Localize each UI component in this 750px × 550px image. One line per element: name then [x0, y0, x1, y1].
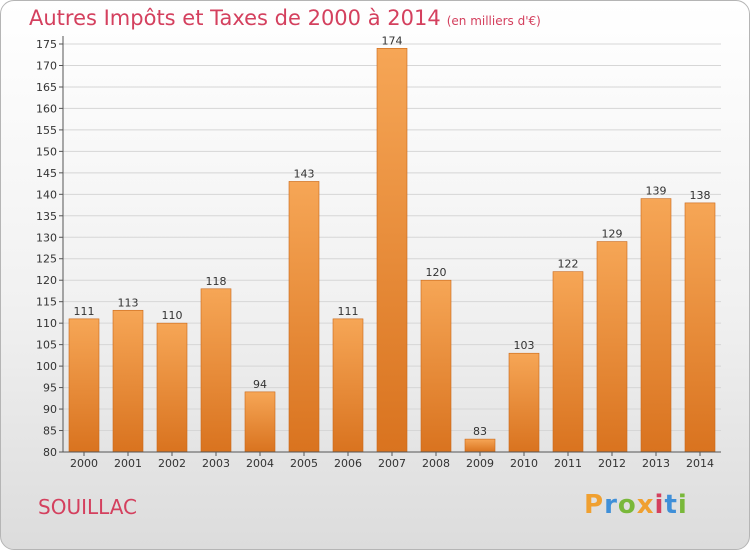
x-tick-label: 2009	[466, 457, 494, 470]
bar-2013	[640, 198, 672, 453]
data-label: 94	[253, 378, 267, 391]
data-label: 122	[558, 258, 579, 271]
data-label: 174	[382, 34, 403, 47]
bar-2010	[508, 352, 540, 453]
logo-letter: x	[636, 490, 655, 520]
x-tick-label: 2012	[598, 457, 626, 470]
y-tick-label: 145	[36, 167, 57, 180]
x-tick-label: 2006	[334, 457, 362, 470]
y-tick-label: 100	[36, 360, 57, 373]
bar-2011	[552, 271, 584, 453]
data-label: 113	[118, 296, 139, 309]
y-tick-label: 135	[36, 210, 57, 223]
y-tick-label: 95	[43, 382, 57, 395]
x-tick-label: 2008	[422, 457, 450, 470]
x-tick-label: 2002	[158, 457, 186, 470]
data-label: 83	[473, 425, 487, 438]
data-label: 143	[294, 167, 315, 180]
bar-2003	[200, 288, 232, 453]
data-label: 110	[162, 309, 183, 322]
bar-2009	[464, 438, 496, 453]
logo-letter: i	[677, 490, 688, 520]
x-tick-label: 2003	[202, 457, 230, 470]
x-tick-label: 2013	[642, 457, 670, 470]
bar-2014	[684, 202, 716, 453]
data-label: 138	[690, 189, 711, 202]
bar-2012	[596, 241, 628, 453]
logo-letter: P	[584, 490, 605, 520]
x-tick-label: 2007	[378, 457, 406, 470]
data-label: 111	[338, 305, 359, 318]
y-tick-label: 140	[36, 188, 57, 201]
x-tick-label: 2001	[114, 457, 142, 470]
y-tick-label: 175	[36, 38, 57, 51]
data-label: 139	[646, 185, 667, 198]
y-tick-label: 110	[36, 317, 57, 330]
logo-letter: t	[664, 490, 678, 520]
bar-2005	[288, 181, 320, 453]
logo-letter: r	[604, 490, 618, 520]
y-tick-label: 80	[43, 446, 57, 459]
x-tick-label: 2005	[290, 457, 318, 470]
bar-2001	[112, 309, 144, 453]
y-tick-label: 120	[36, 274, 57, 287]
bar-2008	[420, 279, 452, 453]
axes: 80 85 90 95 100 105 110 115 120 125 130 135 140 145 15…	[36, 36, 721, 470]
data-label: 111	[74, 305, 95, 318]
y-tick-label: 125	[36, 253, 57, 266]
y-tick-label: 115	[36, 296, 57, 309]
proxiti-logo: Proxiti	[584, 490, 688, 520]
data-label: 129	[602, 228, 623, 241]
y-tick-label: 85	[43, 425, 57, 438]
bar-2002	[156, 322, 188, 453]
logo-letter: i	[654, 490, 665, 520]
x-tick-label: 2000	[70, 457, 98, 470]
chart-title: Autres Impôts et Taxes de 2000 à 2014 (en…	[29, 6, 541, 30]
y-tick-label: 165	[36, 81, 57, 94]
chart-title-text: Autres Impôts et Taxes de 2000 à 2014	[29, 6, 441, 30]
x-tick-label: 2011	[554, 457, 582, 470]
logo-letter: o	[617, 490, 637, 520]
y-tick-label: 155	[36, 124, 57, 137]
x-tick-label: 2004	[246, 457, 274, 470]
bar-2006	[332, 318, 364, 453]
data-label: 118	[206, 275, 227, 288]
bars: 111 113 110 118 94 143 111 174 120 83 103 122 129 139…	[68, 34, 716, 453]
x-tick-label: 2010	[510, 457, 538, 470]
y-tick-label: 90	[43, 403, 57, 416]
y-tick-label: 160	[36, 102, 57, 115]
y-tick-label: 105	[36, 339, 57, 352]
data-label: 120	[426, 266, 447, 279]
commune-name: SOUILLAC	[38, 495, 138, 519]
bar-2000	[68, 318, 100, 453]
bar-2007	[376, 47, 408, 453]
y-tick-label: 150	[36, 145, 57, 158]
bar-2004	[244, 391, 276, 453]
chart-subtitle: (en milliers d'€)	[446, 14, 541, 28]
y-tick-label: 170	[36, 59, 57, 72]
data-label: 103	[514, 339, 535, 352]
x-tick-label: 2014	[686, 457, 714, 470]
y-tick-label: 130	[36, 231, 57, 244]
